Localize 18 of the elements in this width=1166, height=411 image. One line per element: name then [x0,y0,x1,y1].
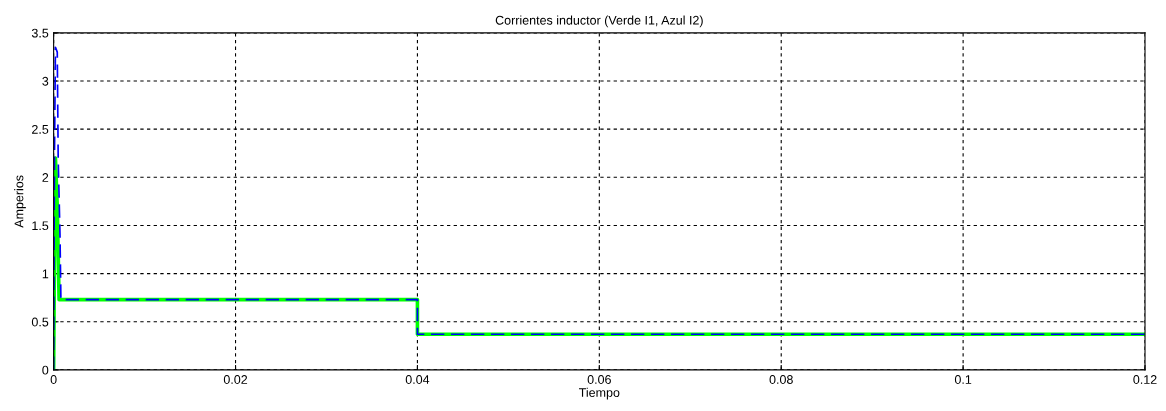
x-tick-label: 0.02 [223,375,248,384]
y-tick-label: 2 [42,173,49,182]
y-tick-label: 3 [42,76,49,86]
y-tick-label: 2.5 [32,124,49,134]
y-tick-label: 3.5 [31,28,49,38]
y-tick-label: 1.5 [32,221,49,231]
x-tick-label: 0.12 [1133,375,1157,384]
x-tick-label: 0.08 [769,375,793,384]
x-tick-label: 0 [50,375,57,384]
y-tick-label: 0.5 [31,317,49,327]
chart-title: Corrientes inductor (Verde I1, Azul I2) [495,15,703,28]
x-tick-label: 0.06 [587,375,611,384]
y-axis-title: Amperios [14,175,26,228]
x-tick-label: 0.04 [405,375,430,384]
x-axis-title: Tiempo [579,387,620,400]
x-tick-label: 0.1 [954,375,972,384]
y-tick-label: 1 [42,269,49,279]
y-tick-label: 0 [42,365,49,375]
